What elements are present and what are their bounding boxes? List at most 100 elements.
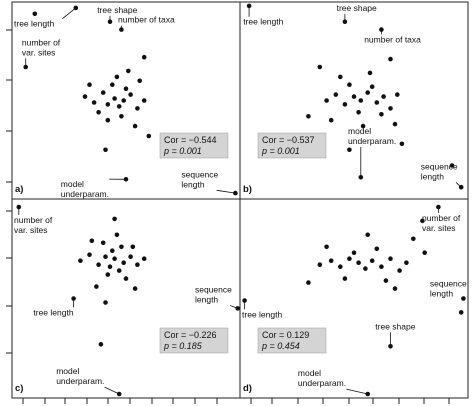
- data-point: [126, 68, 131, 74]
- callout-label: number of: [422, 213, 461, 223]
- data-point: [404, 260, 409, 266]
- data-point: [395, 92, 400, 97]
- data-point: [328, 117, 334, 123]
- panel-label: a): [15, 184, 23, 195]
- callout-point: [246, 3, 252, 9]
- callout-label: sequence: [421, 161, 458, 171]
- callout-label: var. sites: [14, 225, 48, 235]
- stats-box: [257, 132, 327, 159]
- data-point: [379, 112, 384, 117]
- callout-label: tree length: [242, 309, 282, 319]
- data-point: [363, 266, 368, 271]
- data-point: [135, 262, 140, 268]
- data-point: [87, 252, 92, 257]
- data-point: [367, 70, 373, 76]
- stats-box: [257, 327, 327, 354]
- callout-label: tree shape: [337, 3, 377, 13]
- data-point: [105, 272, 111, 277]
- callout-point: [98, 342, 104, 347]
- callout-label: tree shape: [375, 321, 415, 331]
- scatter-panel-2: tree length tree shape number of taxa model…: [243, 3, 464, 195]
- data-point: [317, 64, 323, 70]
- callout-label: model: [348, 126, 371, 136]
- callout-leader: [455, 182, 462, 188]
- data-point: [32, 11, 38, 17]
- data-point: [103, 147, 108, 153]
- data-point: [100, 240, 106, 246]
- callout-leader: [104, 386, 120, 395]
- callout-label: sequence: [195, 285, 232, 295]
- data-point: [112, 96, 117, 101]
- data-point: [135, 106, 140, 111]
- data-point: [121, 98, 126, 103]
- callout-leader: [216, 189, 236, 194]
- callout-label: model: [56, 366, 79, 376]
- callout-label: underparam.: [61, 189, 109, 199]
- data-point: [112, 216, 117, 222]
- p-value-text: p = 0.185: [163, 341, 203, 351]
- callout-point: [119, 27, 124, 32]
- callout-label: number of taxa: [118, 15, 175, 25]
- data-point: [141, 256, 147, 262]
- callout-label: var. sites: [422, 223, 456, 233]
- p-value-text: p = 0.001: [163, 146, 202, 156]
- data-point: [89, 238, 95, 244]
- data-point: [132, 123, 138, 129]
- data-point: [379, 264, 384, 270]
- callout-label: length: [195, 295, 218, 305]
- data-point: [116, 104, 122, 109]
- callout-label: var. sites: [22, 47, 56, 57]
- callout-label: sequence: [430, 279, 467, 289]
- panel-label: c): [15, 383, 23, 394]
- data-point: [324, 244, 329, 250]
- panel-label: d): [243, 383, 252, 394]
- correlation-text: Cor = 0.129: [262, 330, 309, 340]
- data-point: [121, 260, 126, 266]
- data-point: [132, 286, 138, 291]
- data-point: [342, 276, 348, 281]
- callout-label: tree length: [14, 19, 54, 29]
- callout-point: [449, 163, 455, 168]
- data-point: [347, 147, 352, 153]
- data-point: [110, 248, 115, 253]
- data-point: [381, 94, 386, 99]
- data-point: [328, 258, 334, 264]
- data-point: [103, 254, 108, 259]
- data-point: [87, 82, 92, 87]
- data-point: [369, 84, 375, 89]
- data-point: [347, 256, 352, 262]
- data-point: [411, 236, 416, 242]
- callout-label: underparam.: [56, 376, 104, 386]
- data-point: [351, 250, 357, 255]
- data-point: [123, 276, 129, 281]
- data-point: [397, 268, 402, 273]
- callout-label: length: [181, 179, 204, 189]
- data-point: [342, 102, 348, 107]
- callout-label: length: [430, 289, 453, 299]
- callout-label: tree length: [33, 307, 73, 317]
- data-point: [388, 256, 393, 262]
- data-point: [96, 110, 101, 115]
- data-point: [317, 262, 323, 268]
- callout-label: sequence: [181, 169, 218, 179]
- data-point: [103, 300, 108, 305]
- data-point: [306, 114, 311, 119]
- data-point: [306, 280, 311, 285]
- data-point: [141, 98, 147, 103]
- data-point: [388, 106, 393, 111]
- callout-label: model: [61, 179, 84, 189]
- data-point: [356, 260, 361, 266]
- data-point: [388, 56, 393, 62]
- correlation-text: Cor = −0.544: [164, 135, 217, 145]
- callout-leader: [346, 388, 368, 395]
- data-point: [356, 110, 361, 115]
- data-point: [110, 82, 115, 87]
- data-point: [82, 94, 88, 99]
- data-point: [128, 254, 133, 259]
- callout-label: underparam.: [298, 378, 346, 388]
- data-point: [146, 133, 152, 139]
- callout-label: underparam.: [348, 136, 396, 146]
- callout-label: number of taxa: [364, 34, 421, 44]
